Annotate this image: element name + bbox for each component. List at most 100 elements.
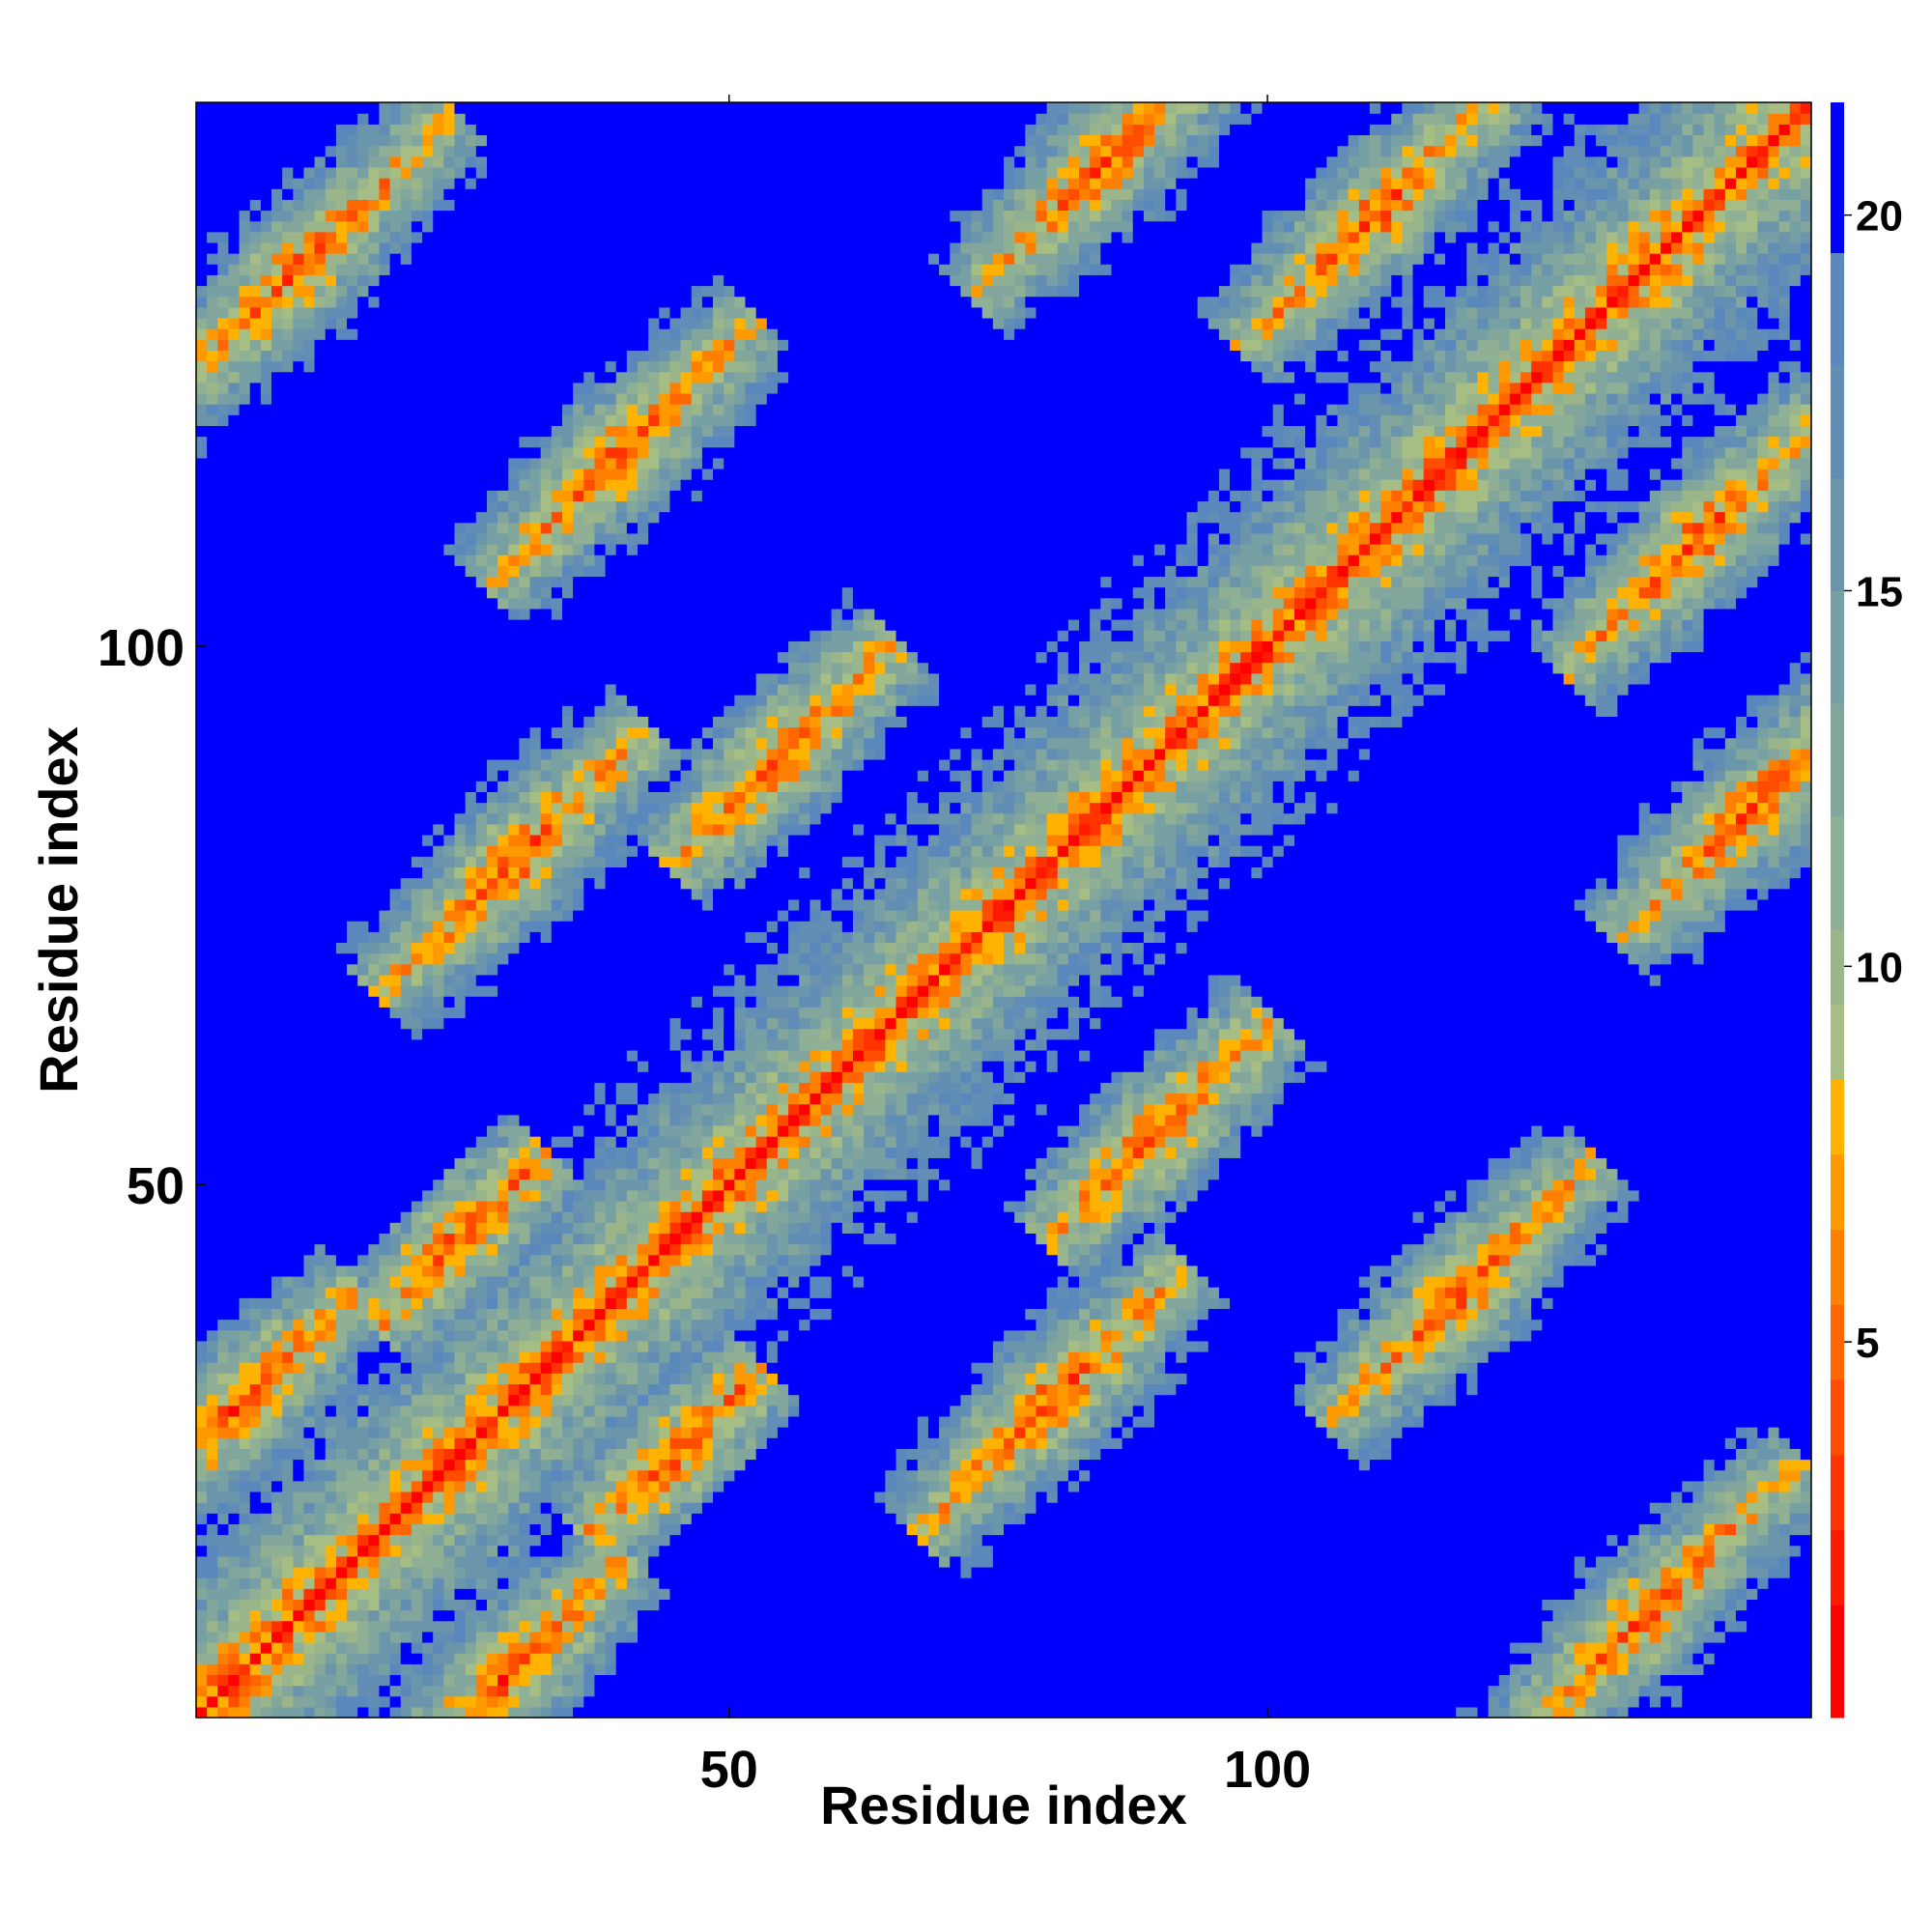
heatmap-cell (196, 727, 208, 739)
heatmap-cell (282, 996, 294, 1008)
heatmap-cell (303, 113, 315, 125)
heatmap-cell (1284, 1642, 1295, 1654)
heatmap-cell (1424, 1707, 1435, 1719)
heatmap-cell (336, 899, 348, 911)
heatmap-cell (336, 910, 348, 922)
heatmap-cell (293, 619, 304, 631)
heatmap-cell (326, 134, 337, 146)
heatmap-cell (476, 1696, 488, 1708)
heatmap-cell (228, 1373, 240, 1384)
heatmap-cell (1768, 1696, 1779, 1708)
heatmap-cell (326, 490, 337, 501)
heatmap-cell (745, 1567, 756, 1578)
heatmap-cell (853, 1535, 865, 1547)
heatmap-cell (303, 1632, 315, 1643)
heatmap-cell (240, 124, 251, 135)
heatmap-cell (282, 361, 294, 373)
heatmap-cell (207, 1523, 218, 1535)
heatmap-cell (1639, 1599, 1651, 1610)
heatmap-cell (240, 178, 251, 189)
heatmap-cell (1004, 1663, 1015, 1675)
heatmap-cell (250, 199, 262, 211)
heatmap-cell (326, 264, 337, 275)
heatmap-cell (207, 1244, 218, 1256)
heatmap-cell (1198, 1686, 1209, 1697)
heatmap-cell (336, 1632, 348, 1643)
heatmap-cell (519, 1674, 530, 1686)
heatmap-cell (293, 1470, 304, 1482)
heatmap-cell (347, 1222, 358, 1234)
heatmap-cell (1186, 1642, 1198, 1654)
heatmap-cell (594, 1567, 606, 1578)
heatmap-cell (562, 1535, 574, 1547)
heatmap-cell (368, 1017, 380, 1029)
heatmap-cell (326, 533, 337, 545)
heatmap-cell (724, 1523, 735, 1535)
heatmap-cell (261, 889, 272, 900)
heatmap-cell (627, 1567, 639, 1578)
heatmap-cell (261, 824, 272, 836)
heatmap-cell (282, 1233, 294, 1244)
heatmap-cell (1284, 1535, 1295, 1547)
heatmap-cell (347, 1147, 358, 1158)
heatmap-cell (508, 1535, 520, 1547)
heatmap-cell (1176, 1610, 1187, 1622)
heatmap-cell (1251, 1663, 1263, 1675)
heatmap-cell (1466, 1663, 1478, 1675)
heatmap-cell (1036, 1523, 1047, 1535)
heatmap-cell (357, 1556, 369, 1568)
heatmap-cell (207, 178, 218, 189)
heatmap-cell (821, 1707, 833, 1719)
heatmap-cell (357, 759, 369, 771)
heatmap-cell (196, 1416, 208, 1428)
heatmap-cell (853, 1621, 865, 1633)
heatmap-cell (250, 1308, 262, 1320)
heatmap-cell (497, 1567, 509, 1578)
heatmap-cell (261, 1147, 272, 1158)
heatmap-cell (702, 1674, 714, 1686)
heatmap-cell (1326, 1546, 1338, 1557)
heatmap-cell (993, 1610, 1005, 1622)
heatmap-cell (1489, 1632, 1500, 1643)
heatmap-cell (1736, 1599, 1747, 1610)
heatmap-cell (1682, 1556, 1693, 1568)
heatmap-cell (616, 1632, 628, 1643)
heatmap-cell (207, 931, 218, 943)
heatmap-cell (357, 1330, 369, 1342)
heatmap-cell (1111, 1577, 1122, 1589)
heatmap-cell (357, 1169, 369, 1180)
heatmap-cell (357, 576, 369, 587)
heatmap-cell (993, 1663, 1005, 1675)
heatmap-cell (293, 1459, 304, 1470)
heatmap-cell (271, 490, 283, 501)
heatmap-cell (347, 264, 358, 275)
heatmap-cell (315, 1136, 327, 1148)
heatmap-cell (250, 673, 262, 685)
heatmap-cell (1240, 1567, 1252, 1578)
heatmap-cell (228, 845, 240, 857)
heatmap-cell (368, 264, 380, 275)
heatmap-cell (357, 1395, 369, 1406)
heatmap-cell (1111, 1653, 1122, 1664)
heatmap-cell (778, 1535, 789, 1547)
heatmap-cell (282, 490, 294, 501)
heatmap-cell (734, 1546, 746, 1557)
heatmap-cell (326, 469, 337, 480)
heatmap-cell (1790, 1567, 1802, 1578)
heatmap-cell (842, 1535, 854, 1547)
heatmap-cell (217, 942, 229, 953)
heatmap-cell (250, 587, 262, 599)
heatmap-cell (315, 221, 327, 233)
heatmap-cell (379, 1147, 390, 1158)
heatmap-cell (519, 1663, 530, 1675)
heatmap-cell (907, 1707, 919, 1719)
heatmap-cell (1198, 1535, 1209, 1547)
heatmap-cell (1326, 1674, 1338, 1686)
heatmap-cell (842, 1546, 854, 1557)
heatmap-cell (357, 1320, 369, 1331)
heatmap-cell (271, 1136, 283, 1148)
heatmap-cell (271, 738, 283, 750)
heatmap-cell (357, 274, 369, 286)
heatmap-cell (1359, 1535, 1371, 1547)
heatmap-cell (508, 1642, 520, 1654)
